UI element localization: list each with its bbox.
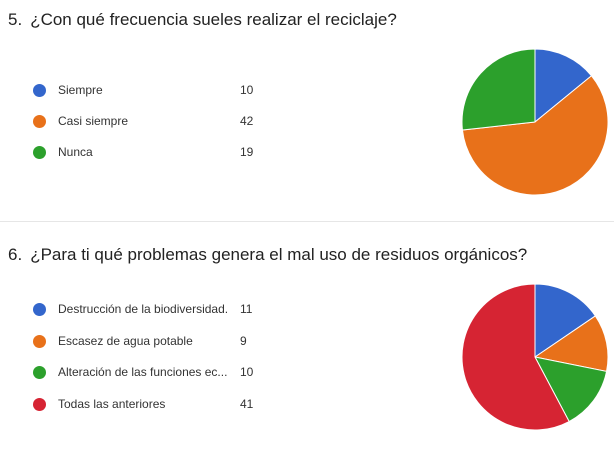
legend-swatch [33, 302, 46, 316]
legend-label: Siempre [58, 83, 103, 97]
question-6: 6. ¿Para ti qué problemas genera el mal u… [0, 222, 614, 451]
question-5: 5. ¿Con qué frecuencia sueles realizar el… [0, 0, 614, 221]
question-title: 5. ¿Con qué frecuencia sueles realizar el… [8, 10, 397, 30]
pie-slice-casi-siempre [461, 75, 609, 196]
legend-label: Nunca [58, 145, 93, 159]
pie-slice-escasez-de-agua-potable [533, 315, 609, 373]
pie-slice-alteración-de-las-funciones-ec [534, 356, 608, 423]
legend-label: Todas las anteriores [58, 397, 166, 411]
section-divider [0, 221, 614, 222]
legend-label: Escasez de agua potable [58, 334, 193, 348]
legend-swatch [33, 145, 46, 159]
legend-item-funciones: Alteración de las funciones ec... 10 [33, 362, 253, 382]
legend-count: 9 [240, 334, 247, 348]
legend-item-nunca: Nunca 19 [33, 142, 253, 162]
legend-swatch [33, 397, 46, 411]
legend-swatch [33, 365, 46, 379]
legend-count: 11 [240, 302, 253, 316]
question-text: ¿Para ti qué problemas genera el mal uso… [30, 245, 528, 264]
question-title: 6. ¿Para ti qué problemas genera el mal u… [8, 245, 527, 265]
pie-chart [461, 283, 609, 431]
question-number: 5. [8, 10, 23, 29]
legend-swatch [33, 114, 46, 128]
legend-swatch [33, 83, 46, 97]
pie-slice-destrucción-de-la-biodiversidad [534, 283, 597, 358]
question-text: ¿Con qué frecuencia sueles realizar el r… [30, 10, 397, 29]
pie-chart [461, 48, 609, 196]
legend-label: Casi siempre [58, 114, 129, 128]
legend-count: 42 [240, 114, 254, 128]
pie-slice-todas-las-anteriores [461, 283, 570, 431]
legend-swatch [33, 334, 46, 348]
question-number: 6. [8, 245, 23, 264]
legend-item-todas: Todas las anteriores 41 [33, 394, 253, 414]
legend-count: 10 [240, 365, 254, 379]
legend-item-agua-potable: Escasez de agua potable 9 [33, 331, 247, 351]
legend-count: 41 [240, 397, 254, 411]
legend-label: Alteración de las funciones ec... [58, 365, 228, 379]
pie-slice-nunca [461, 48, 536, 131]
legend-item-siempre: Siempre 10 [33, 80, 253, 100]
legend-count: 19 [240, 145, 254, 159]
legend-item-casi-siempre: Casi siempre 42 [33, 111, 253, 131]
legend-count: 10 [240, 83, 254, 97]
pie-slice-siempre [534, 48, 593, 124]
legend-item-biodiversidad: Destrucción de la biodiversidad. 11 [33, 299, 252, 319]
legend-label: Destrucción de la biodiversidad. [58, 302, 229, 316]
